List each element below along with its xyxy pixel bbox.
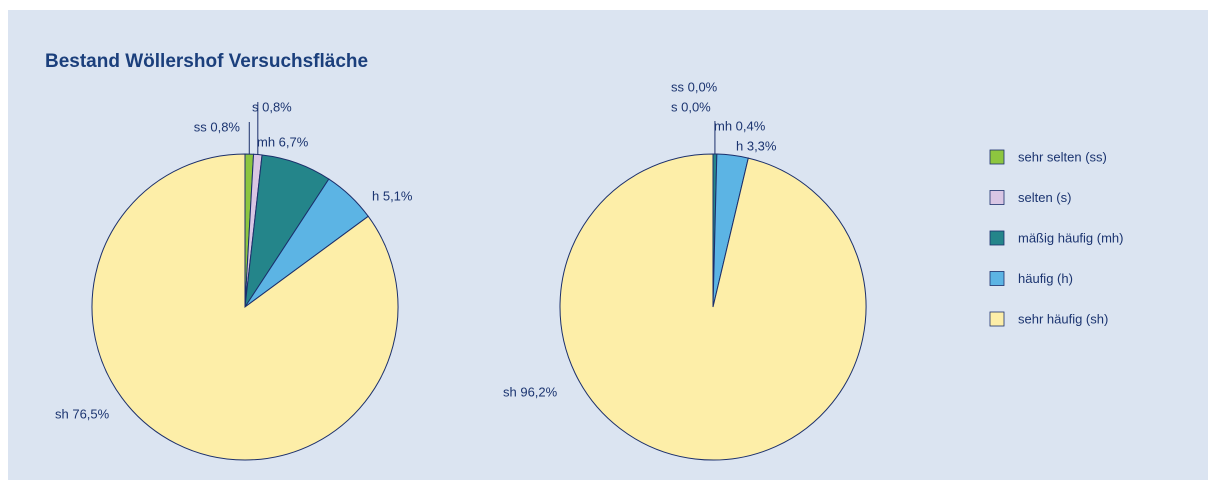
data-label: mh 0,4% xyxy=(714,118,766,133)
chart-title: Bestand Wöllershof Versuchsfläche xyxy=(45,51,368,72)
data-label: sh 76,5% xyxy=(55,406,110,421)
data-label: ss 0,0% xyxy=(671,79,718,94)
pie-slice xyxy=(559,153,867,461)
pie-slice xyxy=(91,153,399,461)
data-label: sh 96,2% xyxy=(503,384,558,399)
data-label: h 3,3% xyxy=(736,138,777,153)
legend-label: häufig (h) xyxy=(1018,271,1073,286)
data-label: mh 6,7% xyxy=(257,134,309,149)
data-label: s 0,0% xyxy=(671,99,711,114)
data-label: h 5,1% xyxy=(372,188,413,203)
legend-swatch xyxy=(989,311,1005,327)
legend-swatch xyxy=(989,149,1005,165)
data-label: s 0,8% xyxy=(252,99,292,114)
legend-swatch xyxy=(989,271,1005,286)
legend-label: sehr selten (ss) xyxy=(1018,149,1107,164)
data-label: ss 0,8% xyxy=(194,119,241,134)
legend-label: mäßig häufig (mh) xyxy=(1018,230,1123,245)
legend-label: sehr häufig (sh) xyxy=(1018,311,1108,326)
legend-swatch xyxy=(989,190,1005,205)
legend-label: selten (s) xyxy=(1018,190,1071,205)
legend-swatch xyxy=(989,230,1005,246)
